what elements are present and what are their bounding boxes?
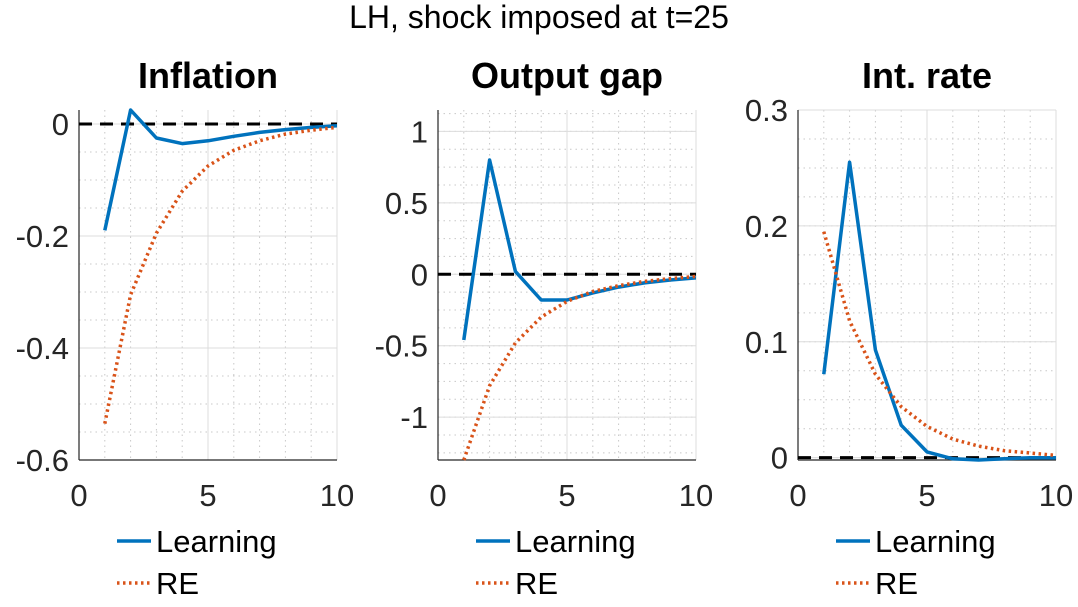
legend-label: RE xyxy=(156,566,199,601)
grid xyxy=(797,109,1057,460)
x-tick-label: 5 xyxy=(199,478,216,513)
series-line-learning xyxy=(462,158,696,341)
series-line-re xyxy=(822,231,1056,458)
y-tick-label: -1 xyxy=(400,400,428,435)
chart-title: Int. rate xyxy=(862,55,992,96)
x-tick-label: 0 xyxy=(429,478,446,513)
chart-panel-3: Int. rate 0.3 0.2 0.1 00 5 10 Learning RE xyxy=(745,55,1073,601)
y-tick-label: -0.2 xyxy=(16,219,69,254)
chart-title: Inflation xyxy=(138,55,278,96)
x-tick-label: 0 xyxy=(789,478,806,513)
x-tick-label: 10 xyxy=(1039,478,1073,513)
legend: Learning RE xyxy=(476,524,636,601)
chart-title: Output gap xyxy=(471,55,663,96)
legend-label: RE xyxy=(515,566,558,601)
y-tick-label: 0 xyxy=(411,257,428,292)
legend-label: RE xyxy=(875,566,918,601)
series-line-re xyxy=(462,274,696,461)
series-line-re xyxy=(103,125,337,424)
legend-label: Learning xyxy=(515,524,636,559)
y-tick-label: 0.2 xyxy=(745,209,788,244)
figure-suptitle: LH, shock imposed at t=25 xyxy=(349,0,729,35)
legend: Learning RE xyxy=(117,524,277,601)
x-tick-label: 5 xyxy=(558,478,575,513)
y-tick-label: -0.5 xyxy=(375,329,428,364)
y-tick-label: 0.5 xyxy=(385,186,428,221)
legend: Learning RE xyxy=(836,524,996,601)
x-tick-label: 5 xyxy=(918,478,935,513)
y-tick-label: 1 xyxy=(411,114,428,149)
legend-label: Learning xyxy=(875,524,996,559)
chart-panel-2: Output gap 1 0.5 0 -0.5 -1 0 5 10 Learning RE xyxy=(375,55,714,601)
y-tick-label: 0.3 xyxy=(745,93,788,128)
y-tick-label: -0.4 xyxy=(16,331,69,366)
x-tick-label: 0 xyxy=(70,478,87,513)
grid xyxy=(437,110,697,460)
series-line-learning xyxy=(103,108,337,231)
x-tick-label: 10 xyxy=(320,478,354,513)
x-tick-label: 10 xyxy=(679,478,713,513)
series-line-learning xyxy=(822,160,1056,462)
y-tick-label: 0.1 xyxy=(745,325,788,360)
y-tick-label: -0.6 xyxy=(16,443,69,478)
y-tick-label: 0 xyxy=(771,441,788,476)
legend-label: Learning xyxy=(156,524,277,559)
y-tick-label: 0 xyxy=(52,107,69,142)
